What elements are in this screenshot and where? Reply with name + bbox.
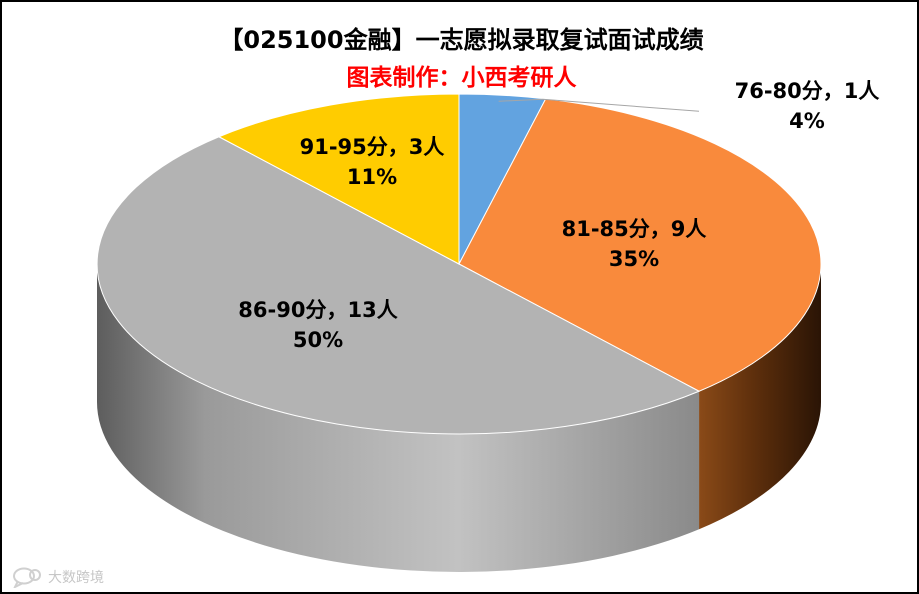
pie-side-81-859: [699, 264, 821, 530]
chart-subtitle: 图表制作：小西考研人: [346, 65, 577, 91]
pie-slice-91-953: [217, 93, 460, 265]
chart-title: 【025100金融】一志愿拟录取复试面试成绩: [219, 26, 704, 54]
watermark: 大数跨境: [12, 566, 104, 588]
watermark-text: 大数跨境: [48, 570, 104, 586]
data-label-text: 91-95分，3人: [299, 135, 445, 159]
data-label-76-80: 76-80分，1人 4%: [735, 76, 880, 136]
pie-side-86-9013: [97, 264, 700, 573]
data-label-text: 81-85分，9人: [561, 217, 707, 241]
data-label-text: 76-80分，1人: [734, 79, 880, 103]
data-label-text: 86-90分，13人: [238, 298, 398, 322]
data-label-81-85: 81-85分，9人 35%: [562, 214, 707, 274]
data-label-percent: 4%: [789, 109, 825, 133]
data-label-percent: 50%: [292, 328, 344, 352]
data-label-percent: 11%: [346, 165, 398, 189]
pie-slice-81-859: [458, 98, 822, 392]
chat-bubble-logo-icon: [13, 567, 41, 588]
data-label-91-95: 91-95分，3人 11%: [300, 132, 445, 192]
data-label-86-90: 86-90分，13人 50%: [238, 295, 397, 355]
pie-slice-86-9013: [96, 136, 701, 435]
data-label-percent: 35%: [608, 247, 660, 271]
leader-line-76-80: [498, 98, 700, 112]
